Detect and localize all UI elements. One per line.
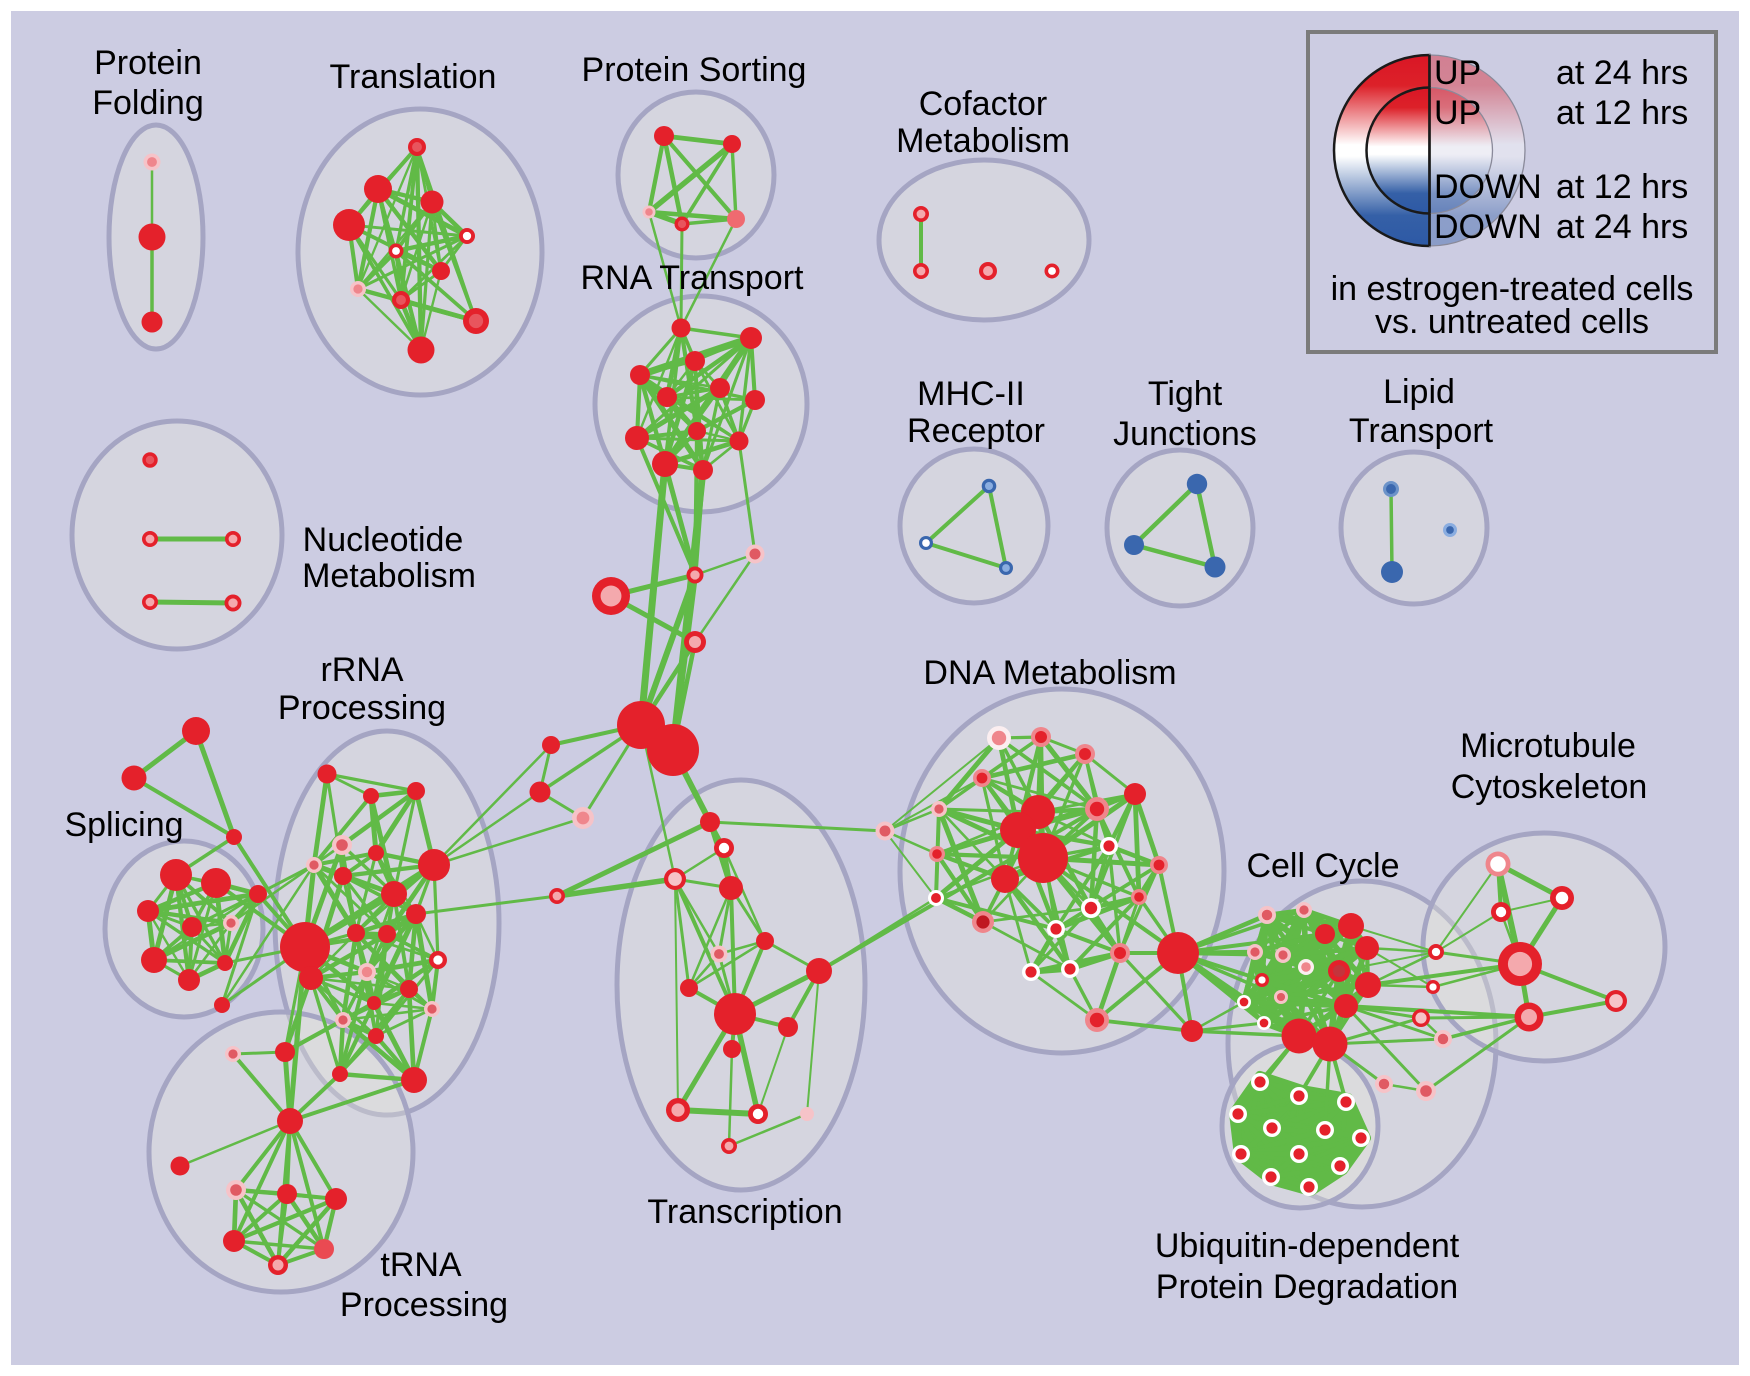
- svg-text:at 12 hrs: at 12 hrs: [1556, 94, 1688, 132]
- svg-text:RNA Transport: RNA Transport: [581, 259, 805, 297]
- svg-text:Protein Sorting: Protein Sorting: [582, 51, 807, 89]
- svg-text:at 12 hrs: at 12 hrs: [1556, 168, 1688, 206]
- svg-text:Lipid: Lipid: [1383, 373, 1455, 411]
- svg-text:Splicing: Splicing: [64, 806, 183, 844]
- svg-text:DOWN: DOWN: [1434, 168, 1542, 206]
- svg-text:Protein: Protein: [94, 44, 202, 82]
- svg-text:Transport: Transport: [1349, 412, 1494, 450]
- svg-text:rRNA: rRNA: [320, 651, 403, 689]
- svg-text:at 24 hrs: at 24 hrs: [1556, 208, 1688, 246]
- svg-text:Metabolism: Metabolism: [302, 557, 476, 595]
- svg-text:DNA Metabolism: DNA Metabolism: [923, 654, 1176, 692]
- svg-text:vs. untreated cells: vs. untreated cells: [1375, 303, 1649, 341]
- svg-text:Tight: Tight: [1148, 375, 1223, 413]
- svg-text:Cytoskeleton: Cytoskeleton: [1451, 768, 1648, 806]
- svg-text:Translation: Translation: [330, 58, 497, 96]
- svg-text:DOWN: DOWN: [1434, 208, 1542, 246]
- svg-text:Ubiquitin-dependent: Ubiquitin-dependent: [1155, 1227, 1460, 1265]
- svg-text:Receptor: Receptor: [907, 412, 1045, 450]
- svg-text:UP: UP: [1434, 94, 1481, 132]
- svg-text:at 24 hrs: at 24 hrs: [1556, 54, 1688, 92]
- svg-text:Cofactor: Cofactor: [919, 85, 1048, 123]
- svg-text:Junctions: Junctions: [1113, 415, 1257, 453]
- svg-text:UP: UP: [1434, 54, 1481, 92]
- svg-text:Transcription: Transcription: [647, 1193, 842, 1231]
- svg-text:Protein Degradation: Protein Degradation: [1156, 1268, 1458, 1306]
- svg-text:Microtubule: Microtubule: [1460, 727, 1636, 765]
- svg-text:Metabolism: Metabolism: [896, 122, 1070, 160]
- svg-text:Processing: Processing: [340, 1286, 508, 1324]
- svg-text:in estrogen-treated cells: in estrogen-treated cells: [1331, 270, 1694, 308]
- svg-text:Nucleotide: Nucleotide: [303, 521, 464, 559]
- svg-text:Processing: Processing: [278, 689, 446, 727]
- svg-text:tRNA: tRNA: [380, 1246, 462, 1284]
- svg-text:MHC-II: MHC-II: [917, 375, 1025, 413]
- svg-text:Folding: Folding: [92, 84, 204, 122]
- svg-text:Cell Cycle: Cell Cycle: [1246, 847, 1399, 885]
